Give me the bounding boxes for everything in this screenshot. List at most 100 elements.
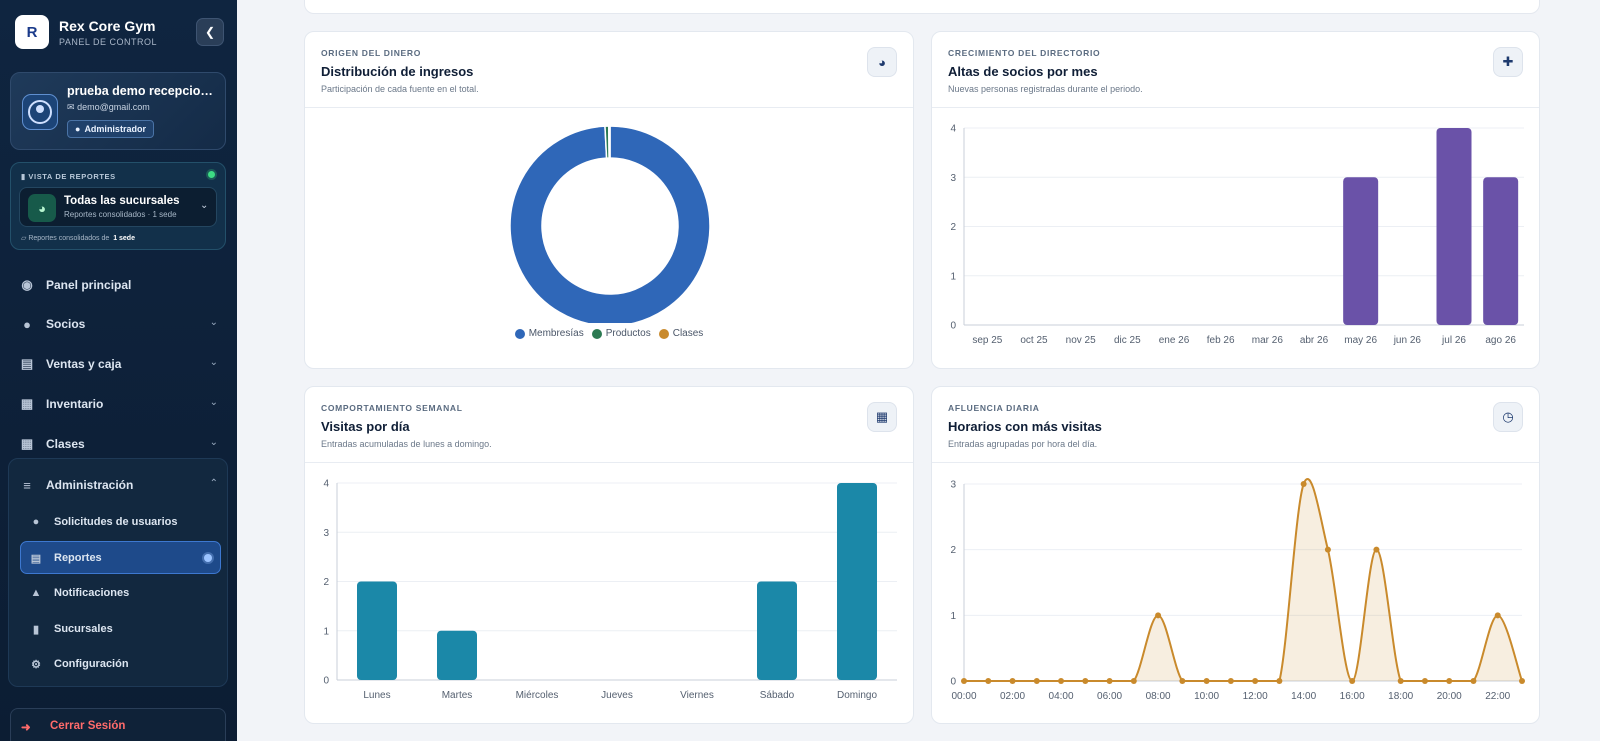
reports-view-card: ▮ VISTA DE REPORTES ◕ Todas las sucursal… bbox=[10, 162, 226, 250]
nav-item-inventario[interactable]: ▦ Inventario ⌄ bbox=[18, 393, 218, 415]
user-card: prueba demo recepcion... ✉ demo@gmail.co… bbox=[10, 72, 226, 150]
branch-select-sub: Reportes consolidados · 1 sede bbox=[64, 210, 177, 219]
legend-item-membres-as[interactable]: Membresías bbox=[514, 328, 584, 339]
sub-item-label: Reportes bbox=[54, 552, 102, 564]
point-19-00 bbox=[1421, 678, 1428, 684]
reports-view-title: ▮ VISTA DE REPORTES bbox=[21, 172, 116, 181]
dashboard-icon: ◉ bbox=[21, 277, 33, 292]
x-tick-label: ago 26 bbox=[1485, 335, 1516, 346]
point-08-00 bbox=[1155, 612, 1162, 619]
card-subtitle: Entradas acumuladas de lunes a domingo. bbox=[321, 439, 492, 449]
brand[interactable]: R Rex Core Gym PANEL DE CONTROL bbox=[15, 15, 157, 49]
x-tick-label: Sábado bbox=[760, 690, 795, 701]
weekly-visits-bar-chart: 0 1 2 3 4 Lunes Martes Miércoles Jueves Viernes Sá… bbox=[323, 479, 897, 701]
card-subtitle: Participación de cada fuente en el total… bbox=[321, 84, 479, 94]
x-tick-label: Jueves bbox=[601, 690, 633, 701]
x-tick-label: mar 26 bbox=[1252, 335, 1284, 346]
status-dot bbox=[208, 171, 215, 178]
chevron-left-icon: ❮ bbox=[204, 25, 216, 39]
nav-item-label: Panel principal bbox=[46, 278, 132, 292]
y-tick-label: 4 bbox=[323, 479, 329, 490]
nav-item-ventas-y-caja[interactable]: ▤ Ventas y caja ⌄ bbox=[18, 353, 218, 375]
card-divider bbox=[932, 462, 1539, 463]
y-tick-label: 1 bbox=[323, 626, 329, 637]
app-subtitle: PANEL DE CONTROL bbox=[59, 36, 158, 47]
x-tick-label: may 26 bbox=[1344, 335, 1377, 346]
legend-item-clases[interactable]: Clases bbox=[658, 328, 703, 339]
nav-item-label: Clases bbox=[46, 437, 85, 451]
nav-item-label: Ventas y caja bbox=[46, 357, 122, 371]
card-subtitle: Entradas agrupadas por hora del día. bbox=[948, 439, 1098, 449]
y-tick-label: 3 bbox=[950, 173, 956, 184]
x-tick-label: 10:00 bbox=[1194, 691, 1219, 702]
chevron-down-icon: ⌄ bbox=[209, 357, 218, 368]
x-tick-label: 20:00 bbox=[1437, 691, 1462, 702]
users-icon: ● bbox=[23, 316, 31, 332]
sub-item-reportes[interactable]: ▤ Reportes bbox=[28, 547, 218, 569]
hourly-visits-area-chart: 0 1 2 3 00:00 02:00 04:00 06:00 08:00 10:00 12:00 1… bbox=[950, 478, 1525, 702]
point-04-00 bbox=[1058, 678, 1065, 684]
y-tick-label: 3 bbox=[950, 480, 956, 491]
bar-domingo bbox=[837, 483, 877, 680]
legend-swatch bbox=[658, 328, 669, 339]
point-07-00 bbox=[1130, 678, 1137, 684]
sub-item-label: Notificaciones bbox=[54, 587, 130, 599]
y-tick-label: 2 bbox=[950, 545, 956, 556]
chevron-down-icon: ⌄ bbox=[209, 317, 218, 328]
legend-label: Productos bbox=[605, 328, 651, 339]
active-dot bbox=[204, 554, 212, 562]
point-09-00 bbox=[1179, 678, 1186, 684]
chevron-down-icon: ⌄ bbox=[209, 437, 218, 448]
card-title: Altas de socios por mes bbox=[948, 64, 1098, 79]
hourly-visits-card: AFLUENCIA DIARIA Horarios con más visita… bbox=[931, 386, 1540, 724]
user-name: prueba demo recepcion... bbox=[67, 84, 217, 98]
nav-item-socios[interactable]: ● Socios ⌄ bbox=[18, 313, 218, 335]
point-17-00 bbox=[1373, 546, 1380, 553]
role-badge: ● Administrador bbox=[67, 120, 154, 138]
x-tick-label: 00:00 bbox=[951, 691, 976, 702]
bar-s-bado bbox=[757, 581, 797, 680]
x-tick-label: 14:00 bbox=[1291, 691, 1316, 702]
cash-register-icon: ▤ bbox=[20, 356, 34, 371]
y-tick-label: 4 bbox=[950, 124, 956, 135]
clock-icon[interactable]: ◷ bbox=[1493, 402, 1523, 432]
card-divider bbox=[305, 107, 913, 108]
x-tick-label: Domingo bbox=[837, 690, 877, 701]
sub-item-notificaciones[interactable]: ▲ Notificaciones bbox=[28, 582, 218, 604]
point-00-00 bbox=[961, 678, 967, 684]
card-eyebrow: ORIGEN DEL DINERO bbox=[321, 48, 422, 58]
sub-item-label: Solicitudes de usuarios bbox=[54, 516, 178, 528]
area-fill bbox=[964, 478, 1522, 681]
sub-item-solicitudes[interactable]: ● Solicitudes de usuarios bbox=[28, 511, 218, 533]
calendar-icon[interactable]: ▦ bbox=[867, 402, 897, 432]
pie-chart-icon[interactable]: ◕ bbox=[867, 47, 897, 77]
nav-item-panel-principal[interactable]: ◉ Panel principal bbox=[18, 274, 218, 296]
member-growth-bar-chart: 0 1 2 3 4 sep 25 oct 25 nov 25 dic 25 ene 26 feb 2… bbox=[950, 124, 1524, 346]
point-06-00 bbox=[1106, 678, 1113, 684]
sub-item-configuracion[interactable]: ⚙ Configuración bbox=[28, 653, 218, 675]
nav-item-administracion[interactable]: ≡ Administración ⌃ bbox=[18, 474, 218, 496]
donut-slice-clases bbox=[607, 125, 611, 159]
user-email-row: ✉ demo@gmail.com bbox=[67, 102, 150, 113]
logout-button[interactable]: ➜ Cerrar Sesión bbox=[10, 708, 226, 741]
chart-line-icon: ▱ bbox=[21, 235, 27, 242]
sliders-icon: ≡ bbox=[23, 477, 31, 493]
sidebar: R Rex Core Gym PANEL DE CONTROL ❮ prueba… bbox=[0, 0, 237, 741]
x-tick-label: nov 25 bbox=[1066, 335, 1096, 346]
sub-item-sucursales[interactable]: ▮ Sucursales bbox=[28, 618, 218, 640]
income-legend: Membresías Productos Clases bbox=[305, 328, 913, 339]
nav-item-clases[interactable]: ▦ Clases ⌄ bbox=[18, 433, 218, 455]
point-20-00 bbox=[1446, 678, 1453, 684]
income-distribution-card: ORIGEN DEL DINERO Distribución de ingres… bbox=[304, 31, 914, 369]
y-tick-label: 1 bbox=[950, 611, 956, 622]
x-tick-label: 02:00 bbox=[1000, 691, 1025, 702]
user-plus-icon[interactable]: ✚ bbox=[1493, 47, 1523, 77]
x-tick-label: feb 26 bbox=[1207, 335, 1235, 346]
collapse-sidebar-button[interactable]: ❮ bbox=[196, 18, 224, 46]
branch-select[interactable]: ◕ Todas las sucursales Reportes consolid… bbox=[19, 187, 217, 227]
legend-item-productos[interactable]: Productos bbox=[591, 328, 651, 339]
footer-prefix: Reportes consolidados de bbox=[28, 235, 110, 242]
weekly-visits-card: COMPORTAMIENTO SEMANAL Visitas por día E… bbox=[304, 386, 914, 724]
bar-jul-26 bbox=[1436, 128, 1472, 325]
gear-icon: ⚙ bbox=[31, 658, 41, 671]
